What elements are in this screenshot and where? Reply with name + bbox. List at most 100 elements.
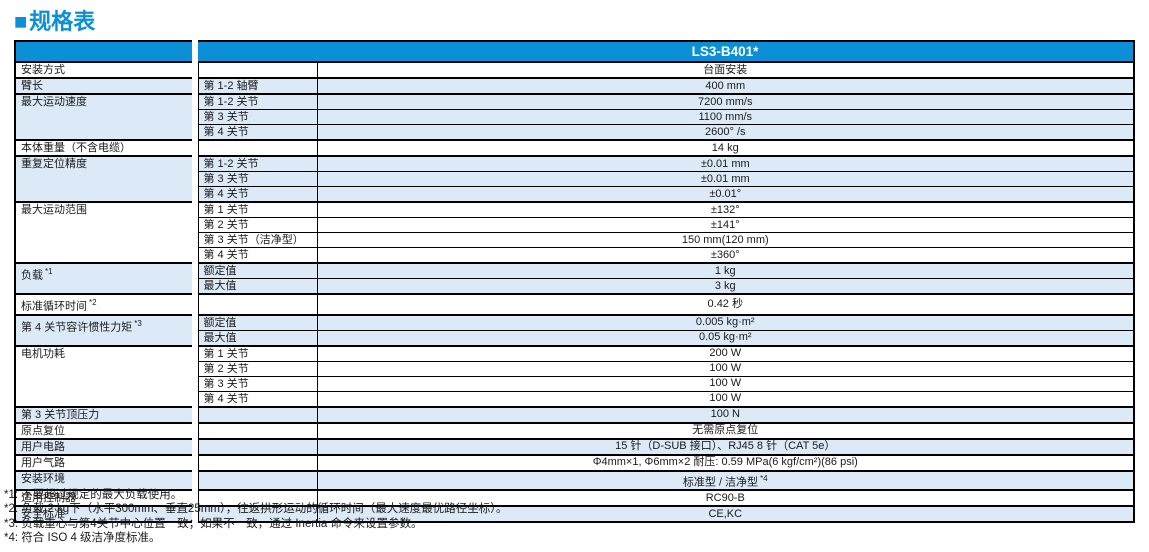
spec-value-cell: ±0.01° bbox=[316, 186, 1136, 203]
spec-value: 1100 mm/s bbox=[698, 110, 753, 123]
footnote-marker: *1 bbox=[45, 267, 53, 276]
column-gap bbox=[192, 376, 198, 392]
table-row: 第 4 关节 100 W bbox=[15, 390, 1136, 408]
section-marker-icon: ■ bbox=[14, 9, 28, 34]
group-label: 安全标准 bbox=[21, 508, 65, 521]
sub-label: 第 3 关节 bbox=[203, 111, 249, 123]
spec-sub-label-cell bbox=[197, 139, 318, 157]
spec-group-label-cell: 安全标准 bbox=[14, 505, 192, 524]
footnote-marker: *4 bbox=[760, 473, 768, 483]
spec-value: ±141° bbox=[710, 218, 740, 231]
spec-sub-label-cell: 第 4 关节 bbox=[197, 124, 318, 141]
spec-sub-label-cell: 第 1-2 关节 bbox=[197, 93, 318, 110]
spec-value: 200 W bbox=[709, 347, 742, 360]
spec-value-cell: 标准型 / 洁净型 *4 bbox=[316, 469, 1136, 491]
spec-sub-label-cell: 第 2 关节 bbox=[197, 217, 318, 233]
spec-sub-label-cell: 第 2 关节 bbox=[197, 360, 318, 377]
spec-sub-label-cell: 第 1 关节 bbox=[197, 201, 318, 218]
spec-value-cell: Φ4mm×1, Φ6mm×2 耐压: 0.59 MPa(6 kgf/cm²)(8… bbox=[316, 453, 1136, 472]
spec-value: 14 kg bbox=[711, 141, 739, 154]
column-gap bbox=[192, 438, 198, 455]
sub-label: 第 4 关节 bbox=[203, 249, 249, 261]
spec-sub-label-cell: 第 3 关节 bbox=[197, 171, 318, 187]
spec-group-label-cell: 最大运动速度 bbox=[14, 93, 192, 141]
spec-value: 100 W bbox=[709, 392, 742, 405]
footnote-line: *1: 不要超过规定的最大负载使用。 bbox=[4, 489, 183, 501]
spec-value: 标准型 / 洁净型 bbox=[682, 476, 759, 489]
spec-value: 3 kg bbox=[714, 279, 736, 292]
spec-sub-label-cell bbox=[197, 421, 318, 440]
column-gap bbox=[192, 361, 198, 377]
spec-value: 7200 mm/s bbox=[698, 95, 753, 108]
spec-value-cell: 0.005 kg·m² bbox=[316, 313, 1136, 331]
spec-value-cell: 200 W bbox=[316, 344, 1136, 362]
table-row: 标准循环时间 *2 0.42 秒 bbox=[14, 293, 1136, 316]
spec-sub-label-cell bbox=[197, 453, 318, 472]
table-row: 第 4 关节 2600° /s bbox=[15, 124, 1136, 141]
column-gap bbox=[192, 78, 198, 94]
spec-value: CE,KC bbox=[708, 507, 743, 520]
spec-value: ±0.01° bbox=[709, 187, 742, 200]
spec-value: 150 mm(120 mm) bbox=[681, 233, 769, 246]
column-gap bbox=[192, 124, 198, 140]
table-row: 第 3 关节（洁净型） 150 mm(120 mm) bbox=[15, 232, 1136, 248]
spec-group-label-cell: 标准循环时间 *2 bbox=[14, 293, 192, 316]
sub-label: 第 3 关节 bbox=[203, 377, 249, 390]
column-gap bbox=[192, 278, 198, 294]
table-row: 第 3 关节 ±0.01 mm bbox=[15, 171, 1136, 187]
spec-value-cell: 100 W bbox=[316, 360, 1136, 377]
table-row: 第 4 关节容许惯性力矩 *3 额定值 0.005 kg·m² bbox=[14, 313, 1136, 347]
spec-value-cell: ±0.01 mm bbox=[316, 155, 1136, 172]
table-row: 第 2 关节 ±141° bbox=[15, 217, 1136, 233]
column-gap bbox=[192, 506, 198, 523]
spec-value-cell: 7200 mm/s bbox=[316, 93, 1136, 110]
spec-sub-label-cell: 第 4 关节 bbox=[197, 247, 318, 264]
table-row: 第 3 关节 1100 mm/s bbox=[15, 109, 1136, 125]
sub-label: 第 4 关节 bbox=[203, 188, 249, 200]
spec-value: Φ4mm×1, Φ6mm×2 耐压: 0.59 MPa(6 kgf/cm²)(8… bbox=[592, 456, 858, 469]
spec-value-cell: 0.42 秒 bbox=[316, 293, 1136, 316]
spec-value-cell: 14 kg bbox=[316, 139, 1136, 157]
spec-group-label-cell: 安装方式 bbox=[14, 61, 192, 79]
spec-group-label-cell: 适用控制器 bbox=[14, 489, 192, 507]
spec-sub-label-cell bbox=[197, 469, 318, 491]
column-gap bbox=[192, 422, 198, 439]
column-gap bbox=[192, 391, 198, 407]
spec-sub-label-cell bbox=[197, 61, 318, 79]
column-gap bbox=[192, 140, 198, 156]
sub-label: 最大值 bbox=[203, 331, 237, 344]
spec-value: 0.005 kg·m² bbox=[695, 316, 755, 329]
spec-value: 台面安装 bbox=[703, 63, 748, 76]
spec-value-cell: ±132° bbox=[316, 201, 1136, 218]
spec-sub-label-cell: 第 1-2 关节 bbox=[197, 155, 318, 172]
sub-label: 额定值 bbox=[203, 265, 237, 277]
spec-sub-label-cell: 额定值 bbox=[197, 313, 318, 331]
spec-group-label-cell: 最大运动范围 bbox=[14, 201, 192, 264]
column-gap bbox=[192, 490, 198, 507]
spec-value-cell: 100 N bbox=[316, 405, 1136, 424]
spec-value-cell: 无需原点复位 bbox=[316, 421, 1136, 440]
spec-value-cell: 3 kg bbox=[316, 278, 1136, 295]
group-label: 适用控制器 bbox=[21, 492, 76, 505]
column-gap bbox=[192, 186, 198, 202]
sub-label: 第 4 关节 bbox=[203, 392, 249, 405]
spec-value-cell: 100 W bbox=[316, 390, 1136, 408]
group-label: 最大运动速度 bbox=[21, 96, 87, 108]
column-gap bbox=[192, 247, 198, 263]
column-gap bbox=[192, 202, 198, 218]
spec-value-cell: 150 mm(120 mm) bbox=[316, 232, 1136, 248]
spec-group-label-cell: 原点复位 bbox=[14, 421, 192, 440]
table-row: 第 3 关节顶压力 100 N bbox=[14, 405, 1136, 424]
spec-group-label-cell: 第 3 关节顶压力 bbox=[14, 405, 192, 424]
sub-label: 第 1 关节 bbox=[203, 347, 249, 360]
spec-sub-label-cell: 第 3 关节 bbox=[197, 109, 318, 125]
group-label: 用户电路 bbox=[21, 440, 65, 453]
spec-group-label-cell: 电机功耗 bbox=[14, 344, 192, 408]
spec-value-cell: 2600° /s bbox=[316, 124, 1136, 141]
spec-value: ±132° bbox=[710, 203, 740, 216]
table-row: 最大运动范围 第 1 关节 ±132° bbox=[14, 201, 1136, 264]
spec-sub-label-cell: 第 3 关节（洁净型） bbox=[197, 232, 318, 248]
table-row: 安全标准 CE,KC bbox=[14, 505, 1136, 524]
spec-sub-label-cell bbox=[197, 505, 318, 524]
